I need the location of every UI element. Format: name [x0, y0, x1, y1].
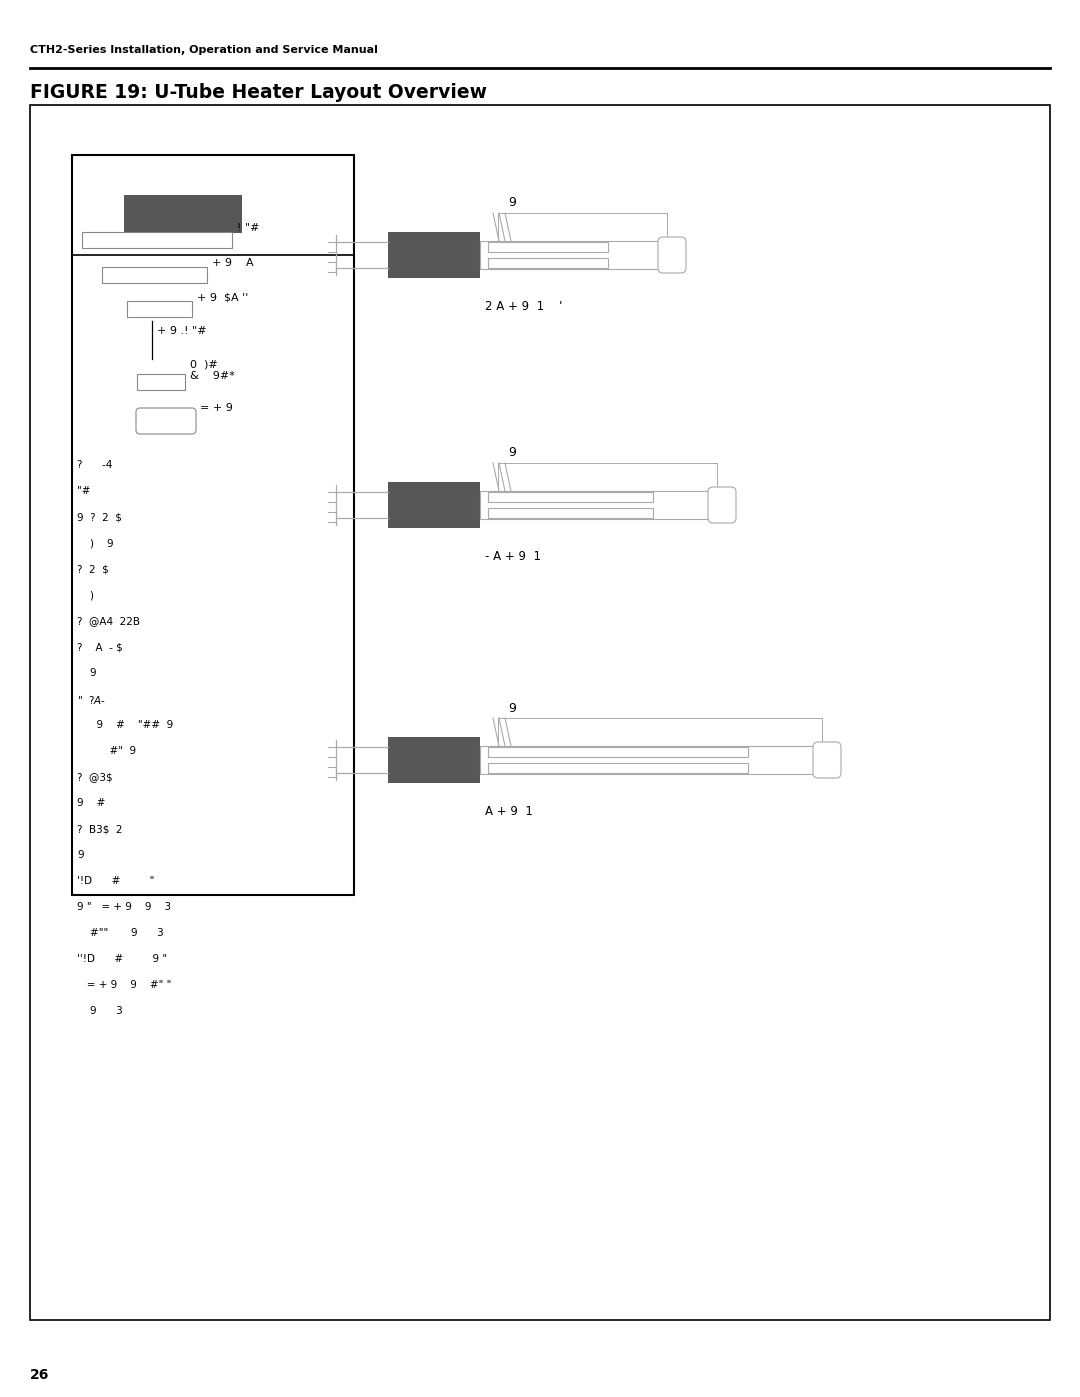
Bar	[488, 258, 608, 268]
Text: + 9    A: + 9 A	[212, 258, 254, 268]
Text: FIGURE 19: U-Tube Heater Layout Overview: FIGURE 19: U-Tube Heater Layout Overview	[30, 84, 487, 102]
Text: 9      3: 9 3	[77, 1006, 123, 1016]
Text: 9: 9	[508, 197, 516, 210]
FancyBboxPatch shape	[708, 488, 735, 522]
Text: 9: 9	[508, 701, 516, 714]
Text: 2 A + 9  1    ': 2 A + 9 1 '	[485, 300, 563, 313]
Text: = + 9: = + 9	[200, 402, 233, 414]
Text: ! "#: ! "#	[237, 224, 259, 233]
Text: 9    #: 9 #	[77, 798, 106, 807]
Bar	[82, 232, 232, 249]
Text: + 9  $A '': + 9 $A ''	[197, 292, 248, 302]
Text: ''!D      #         9 ": ''!D # 9 "	[77, 954, 167, 964]
FancyBboxPatch shape	[658, 237, 686, 272]
Text: #"  9: #" 9	[77, 746, 136, 756]
Text: 9 "   = + 9    9    3: 9 " = + 9 9 3	[77, 902, 171, 912]
Bar	[388, 738, 480, 782]
Text: 9: 9	[77, 849, 83, 861]
Bar	[480, 242, 675, 270]
Text: 0  )#
&    9#*: 0 )# & 9#*	[190, 359, 234, 381]
Text: ?  @A4  22B: ? @A4 22B	[77, 616, 140, 626]
Bar	[488, 747, 748, 757]
FancyBboxPatch shape	[813, 742, 841, 778]
Text: 9: 9	[508, 447, 516, 460]
Bar	[488, 242, 608, 251]
Text: 26: 26	[30, 1368, 50, 1382]
Text: ?  2  $: ? 2 $	[77, 564, 109, 574]
Bar	[102, 267, 207, 284]
Bar	[72, 155, 354, 895]
Text: "  ?$A  $-: " ?$A $-	[77, 694, 106, 705]
Text: ?  @3$: ? @3$	[77, 773, 112, 782]
Text: 9  ?  2  $: 9 ? 2 $	[77, 511, 122, 522]
Bar	[124, 196, 242, 233]
Bar	[488, 763, 748, 773]
Bar	[488, 509, 653, 518]
Bar	[127, 300, 192, 317]
Bar	[30, 105, 1050, 1320]
Text: - A + 9  1: - A + 9 1	[485, 550, 541, 563]
Bar	[480, 490, 725, 520]
Text: 9: 9	[77, 668, 96, 678]
Text: "#: "#	[77, 486, 91, 496]
Bar	[388, 232, 480, 278]
Bar	[488, 492, 653, 502]
Text: ?  B3$  2: ? B3$ 2	[77, 824, 122, 834]
Bar	[480, 746, 831, 774]
Text: = + 9    9    #" ": = + 9 9 #" "	[77, 981, 172, 990]
Text: ?      -4: ? -4	[77, 460, 112, 469]
Text: )    9: ) 9	[77, 538, 113, 548]
Text: + 9 .! "#: + 9 .! "#	[157, 326, 206, 337]
FancyBboxPatch shape	[136, 408, 195, 434]
Bar	[137, 374, 185, 390]
Text: CTH2-Series Installation, Operation and Service Manual: CTH2-Series Installation, Operation and …	[30, 45, 378, 54]
Text: 9    #    "##  9: 9 # "## 9	[77, 719, 173, 731]
Bar	[388, 482, 480, 528]
Text: #""       9      3: #"" 9 3	[77, 928, 164, 937]
Text: ?    A  - $: ? A - $	[77, 643, 123, 652]
Text: '!D      #         ": '!D # "	[77, 876, 154, 886]
Text: ): )	[77, 590, 94, 599]
Text: A + 9  1: A + 9 1	[485, 805, 532, 819]
